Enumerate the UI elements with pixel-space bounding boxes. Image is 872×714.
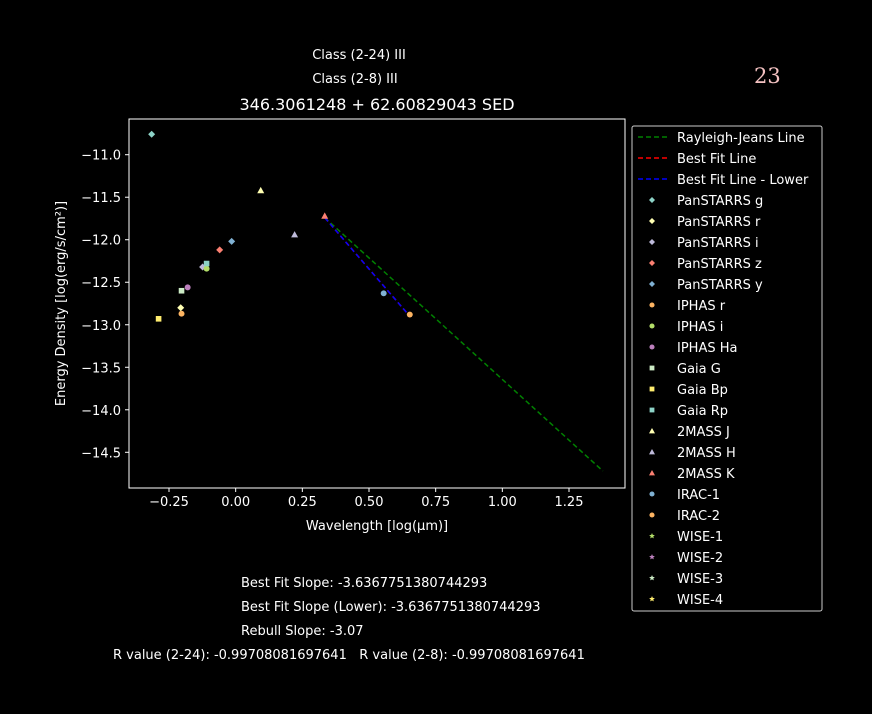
legend-label: Best Fit Line - Lower [677,173,809,188]
legend-swatch [649,365,655,371]
point-panstarrs-y [228,237,236,245]
legend-label: Gaia Rp [677,404,728,419]
y-tick-label: −13.5 [81,361,121,376]
legend-swatch [649,512,655,518]
legend-label: 2MASS H [677,446,736,461]
y-tick-label: −11.5 [81,191,121,206]
legend-label: WISE-2 [677,551,723,566]
legend-swatch [649,344,655,350]
legend-swatch [649,323,655,329]
legend-swatch [649,596,655,602]
point-panstarrs-g [148,130,156,138]
legend-swatch [649,428,655,434]
point-panstarrs-r [177,304,185,312]
legend-label: IRAC-1 [677,488,720,503]
legend-swatch [649,554,655,560]
y-tick-label: −14.5 [81,446,121,461]
legend-label: WISE-3 [677,572,723,587]
point-irac-1 [380,290,387,297]
legend-label: IPHAS r [677,299,726,314]
legend-swatch [649,239,655,245]
legend-swatch [649,407,655,413]
legend-swatch [649,302,655,308]
x-tick-label: 0.00 [221,495,250,510]
chart-title: 346.3061248 + 62.60829043 SED [239,95,515,114]
rebull-slope: Rebull Slope: -3.07 [241,624,364,639]
best-fit-slope-lower: Best Fit Slope (Lower): -3.6367751380744… [241,600,541,615]
legend-label: PanSTARRS g [677,194,763,209]
x-tick-label: 0.25 [288,495,317,510]
legend-label: Best Fit Line [677,152,756,167]
y-tick-label: −13.0 [81,319,121,334]
point-gaia-rp [203,260,210,267]
x-tick-label: 0.50 [355,495,384,510]
legend-swatch [649,386,655,392]
legend-label: 2MASS J [677,425,730,440]
x-tick-label: 0.75 [421,495,450,510]
class-24-label: Class (2-24) III [312,48,406,63]
point-iphas-r [178,310,185,317]
y-axis-label: Energy Density [log(erg/s/cm²)] [54,201,69,406]
legend [631,125,823,612]
legend-label: IPHAS i [677,320,723,335]
corner-number: 23 [754,64,781,88]
legend-label: Rayleigh-Jeans Line [677,131,805,146]
legend-swatch [649,197,655,203]
x-tick-label: 1.25 [555,495,584,510]
legend-swatch [649,533,655,539]
point-iphas-ha [184,284,191,291]
y-tick-label: −12.5 [81,276,121,291]
line-best-fit-line-lower [324,217,411,317]
x-axis-label: Wavelength [log(μm)] [306,519,448,534]
point-gaia-g [178,287,185,294]
y-tick-label: −14.0 [81,404,121,419]
best-fit-slope: Best Fit Slope: -3.6367751380744293 [241,576,488,591]
plot-frame [128,118,626,489]
legend-swatch [649,260,655,266]
legend-label: PanSTARRS r [677,215,761,230]
legend-swatch [649,575,655,581]
legend-label: 2MASS K [677,467,735,482]
y-tick-label: −11.0 [81,149,121,164]
point-gaia-bp [155,316,162,322]
r-values: R value (2-24): -0.99708081697641 R valu… [113,648,585,663]
point-2mass-j [257,186,265,194]
legend-label: IRAC-2 [677,509,720,524]
point-2mass-k [321,212,329,219]
line-rayleigh-jeans-line [324,217,604,472]
x-tick-label: −0.25 [149,495,189,510]
legend-label: IPHAS Ha [677,341,737,356]
legend-label: WISE-4 [677,593,723,608]
x-tick-label: 1.00 [488,495,517,510]
legend-label: PanSTARRS z [677,257,762,272]
legend-swatch [649,281,655,287]
legend-swatch [649,470,655,476]
class-28-label: Class (2-8) III [312,72,398,87]
point-2mass-h [291,231,299,238]
legend-swatch [649,491,655,497]
point-panstarrs-z [216,246,224,254]
point-irac-2 [406,311,413,318]
legend-label: PanSTARRS i [677,236,759,251]
legend-swatch [649,218,655,224]
legend-label: Gaia Bp [677,383,728,398]
y-tick-label: −12.0 [81,234,121,249]
point-iphas-i [203,265,210,272]
legend-label: Gaia G [677,362,721,377]
legend-label: PanSTARRS y [677,278,763,293]
legend-swatch [649,449,655,455]
legend-label: WISE-1 [677,530,723,545]
